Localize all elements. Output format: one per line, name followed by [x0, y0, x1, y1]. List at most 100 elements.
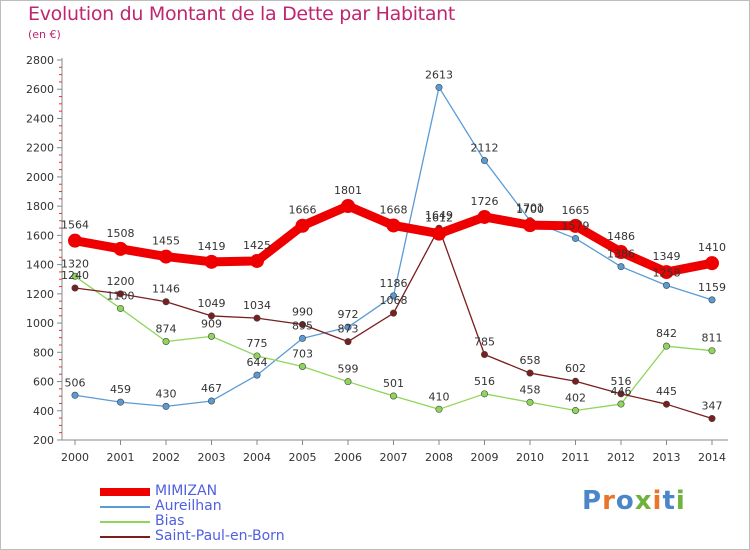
y-tick-label: 2800	[26, 54, 54, 67]
data-point	[386, 218, 401, 233]
data-label: 501	[383, 377, 404, 390]
legend-label: MIMIZAN	[155, 483, 218, 499]
data-point	[568, 218, 583, 233]
data-point	[344, 378, 352, 386]
data-point	[659, 265, 674, 280]
x-tick-label: 2012	[607, 451, 635, 464]
data-point	[208, 312, 216, 320]
data-label: 1159	[698, 281, 726, 294]
y-tick-label: 400	[33, 405, 54, 418]
y-tick-label: 1800	[26, 200, 54, 213]
data-label: 1564	[61, 219, 89, 232]
data-point	[208, 332, 216, 340]
data-label: 658	[520, 354, 541, 367]
x-tick-label: 2010	[516, 451, 544, 464]
legend-label: Saint-Paul-en-Born	[155, 528, 285, 544]
data-label: 873	[338, 323, 359, 336]
x-tick-label: 2006	[334, 451, 362, 464]
x-tick-label: 2011	[562, 451, 590, 464]
x-tick-label: 2003	[198, 451, 226, 464]
data-point	[480, 350, 488, 358]
x-tick-label: 2013	[653, 451, 681, 464]
legend-item: Aureilhan	[100, 498, 340, 515]
legend-label: Bias	[155, 513, 185, 529]
data-label: 1425	[243, 239, 271, 252]
data-point	[204, 254, 219, 269]
data-point	[117, 290, 125, 298]
data-label: 1068	[380, 294, 408, 307]
data-point	[435, 83, 443, 91]
data-label: 410	[429, 390, 450, 403]
data-label: 458	[520, 383, 541, 396]
data-point	[253, 314, 261, 322]
data-point	[708, 296, 716, 304]
data-point	[571, 234, 579, 242]
data-label: 1100	[107, 289, 135, 302]
data-point	[71, 391, 79, 399]
data-point	[480, 390, 488, 398]
data-label: 644	[247, 356, 268, 369]
data-point	[162, 298, 170, 306]
data-label: 1240	[61, 269, 89, 282]
data-point	[662, 400, 670, 408]
data-label: 516	[611, 375, 632, 388]
data-point	[617, 390, 625, 398]
y-tick-label: 800	[33, 346, 54, 359]
data-point	[708, 415, 716, 423]
data-point	[614, 245, 628, 260]
data-label: 990	[292, 306, 313, 319]
x-tick-label: 2008	[425, 451, 453, 464]
data-label: 1649	[425, 209, 453, 222]
x-tick-label: 2007	[380, 451, 408, 464]
legend-item: Saint-Paul-en-Born	[100, 528, 340, 545]
logo-letter: x	[634, 486, 653, 516]
data-point	[480, 157, 488, 165]
data-label: 775	[247, 337, 268, 350]
data-point	[68, 233, 82, 248]
data-point	[708, 347, 716, 355]
data-label: 972	[338, 308, 359, 321]
x-tick-label: 2014	[698, 451, 726, 464]
data-point	[571, 406, 579, 414]
data-label: 1320	[61, 257, 89, 270]
x-tick-label: 2009	[471, 451, 499, 464]
data-label: 347	[702, 400, 723, 413]
y-tick-label: 2200	[26, 142, 54, 155]
data-label: 1668	[380, 203, 408, 216]
data-point	[71, 284, 79, 292]
data-point	[113, 241, 128, 256]
legend-swatch	[100, 488, 150, 496]
data-point	[253, 371, 261, 379]
data-label: 599	[338, 363, 359, 376]
data-point	[705, 256, 719, 271]
logo-letter: i	[652, 486, 663, 516]
data-label: 874	[156, 322, 177, 335]
x-tick-label: 2000	[61, 451, 89, 464]
data-label: 842	[656, 327, 677, 340]
data-label: 1665	[562, 204, 590, 217]
data-label: 506	[65, 376, 86, 389]
data-label: 703	[292, 347, 313, 360]
data-point	[117, 398, 125, 406]
chart-title: Evolution du Montant de la Dette par Hab…	[28, 3, 456, 25]
data-label: 2613	[425, 68, 453, 81]
data-label: 895	[292, 319, 313, 332]
logo-letter: t	[662, 486, 676, 516]
data-point	[389, 392, 397, 400]
data-point	[617, 263, 625, 271]
data-point	[298, 321, 306, 329]
data-label: 467	[201, 382, 222, 395]
legend-label: Aureilhan	[155, 498, 222, 514]
data-label: 1419	[198, 240, 226, 253]
data-label: 1049	[198, 297, 226, 310]
legend-swatch	[100, 536, 150, 538]
logo-letter: P	[582, 486, 603, 516]
y-tick-label: 2000	[26, 171, 54, 184]
data-label: 1410	[698, 241, 726, 254]
y-tick-label: 2600	[26, 83, 54, 96]
data-point	[208, 397, 216, 405]
data-label: 2112	[471, 142, 499, 155]
data-point	[162, 402, 170, 410]
data-point	[344, 338, 352, 346]
data-point	[117, 304, 125, 312]
